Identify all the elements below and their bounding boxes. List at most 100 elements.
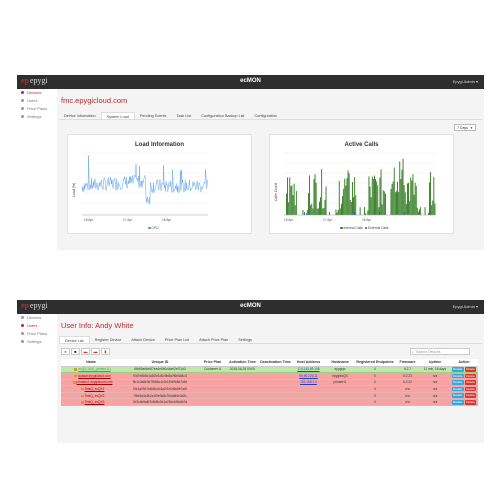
details-button[interactable]: Details bbox=[451, 393, 464, 398]
tab-configuration[interactable]: Configuration bbox=[254, 114, 278, 118]
device-name-link[interactable]: TestQ_ecQX3 bbox=[61, 398, 121, 407]
internal-calls-bar bbox=[341, 203, 342, 215]
tab-configuration-backup-list[interactable]: Configuration Backup List bbox=[201, 114, 245, 118]
delete-button[interactable]: Delete bbox=[464, 373, 477, 379]
cell-host-address[interactable] bbox=[292, 398, 325, 407]
device-name-link[interactable]: TestQ_ecQX1 bbox=[61, 385, 121, 393]
column-header-price-plan[interactable]: Price Plan bbox=[199, 359, 226, 367]
details-button[interactable]: Details bbox=[451, 373, 464, 379]
column-header-hostname[interactable]: Hostname bbox=[325, 359, 355, 367]
system-load-screen: epepygi ecMON Epygi Admin ▾ Devices User… bbox=[17, 75, 484, 250]
delete-selected-button[interactable]: ▮ bbox=[101, 348, 110, 355]
table-row[interactable]: quasar.epygicloud.com f0d7e6b5c4a3f2e1d0c… bbox=[61, 372, 478, 380]
delete-button[interactable]: Delete bbox=[464, 393, 477, 398]
epygi-logo[interactable]: epepygi bbox=[21, 76, 48, 85]
internal-calls-bar bbox=[397, 181, 398, 215]
internal-calls-bar bbox=[405, 204, 407, 215]
folder-icon bbox=[74, 374, 78, 378]
chevron-down-icon: ▼ bbox=[470, 126, 473, 130]
tab-attach-device[interactable]: Attach Device bbox=[131, 338, 155, 342]
tab-register-device[interactable]: Register Device bbox=[94, 338, 122, 342]
internal-calls-bar bbox=[319, 201, 320, 215]
sidebar-item-users[interactable]: Users bbox=[17, 97, 57, 105]
export-button[interactable]: ▬ bbox=[91, 348, 100, 355]
delete-button[interactable]: Delete bbox=[464, 400, 477, 405]
column-header-firmware[interactable]: Firmware bbox=[395, 359, 420, 367]
tab-device-list[interactable]: Device List bbox=[59, 336, 90, 343]
table-row[interactable]: ecQX-1601_private (1) f8b59ab6e6f7ea4e5b0… bbox=[61, 366, 478, 374]
column-header-host-address[interactable]: Host Address bbox=[292, 359, 325, 367]
tab-price-plan-list[interactable]: Price Plan List bbox=[164, 338, 190, 342]
column-header-activation-time[interactable]: Activation Time bbox=[226, 359, 259, 367]
internal-calls-bar bbox=[391, 184, 393, 215]
column-header-name[interactable]: Name bbox=[61, 359, 121, 367]
internal-calls-bar bbox=[365, 213, 367, 215]
epygi-logo[interactable]: epepygi bbox=[21, 301, 48, 310]
firmware-value: n/a bbox=[405, 400, 410, 405]
cell-price-plan: Customer A bbox=[199, 366, 226, 374]
details-button[interactable]: Details bbox=[451, 380, 464, 385]
folder-button[interactable]: ▬ bbox=[81, 348, 90, 355]
details-button[interactable]: Details bbox=[451, 386, 464, 392]
registered-endpoints-value: 0 bbox=[374, 393, 376, 398]
calls-x-tick: 18 Apr bbox=[362, 218, 372, 222]
sidebar-item-settings[interactable]: Settings bbox=[17, 338, 57, 346]
activation-time-value: 2018-06-26 00:00 bbox=[229, 367, 256, 372]
table-row[interactable]: TestQ_ecQX1 f3c1a09b7e6d5c4b3a2f1e0d9c8b7… bbox=[61, 385, 478, 393]
cell-host-address[interactable] bbox=[292, 392, 325, 400]
sidebar-item-label: Price Plans bbox=[27, 106, 48, 111]
cell-registered-endpoints: 0 bbox=[355, 379, 395, 387]
page-title: fmc.epygicloud.com bbox=[61, 96, 128, 105]
cell-host-address[interactable] bbox=[292, 385, 325, 393]
device-name-link[interactable]: TestQ_ecQX2 bbox=[61, 392, 121, 400]
delete-button[interactable]: Delete bbox=[464, 386, 477, 392]
table-row[interactable]: TestQ_ecQX2 7f6e5d4c3b2a1f0e9d8c7b6a5f4e3… bbox=[61, 392, 478, 400]
add-device-button[interactable]: ● bbox=[61, 348, 70, 355]
column-header-registered-endpoints[interactable]: Registered Endpoints bbox=[355, 359, 395, 367]
sidebar-item-price-plans[interactable]: Price Plans bbox=[17, 105, 57, 113]
table-row[interactable]: TestQ_ecQX3 2d3c4b5a6f7e8d9c0b1a2f3e4d5c6… bbox=[61, 398, 478, 407]
tab-task-list[interactable]: Task List bbox=[176, 114, 192, 118]
cell-host-address[interactable]: 96.90.226.11 bbox=[292, 372, 325, 380]
tab-device-information[interactable]: Device Information bbox=[64, 114, 96, 118]
search-input[interactable]: ⌕ Search Devices bbox=[410, 348, 470, 355]
cell-firmware: 6.2.23 bbox=[395, 372, 420, 380]
sidebar-item-devices[interactable]: Devices bbox=[17, 314, 57, 322]
internal-calls-bar bbox=[293, 183, 295, 215]
sidebar-item-price-plans[interactable]: Price Plans bbox=[17, 330, 57, 338]
account-menu[interactable]: Epygi Admin ▾ bbox=[452, 304, 478, 309]
sidebar-item-devices[interactable]: Devices bbox=[17, 89, 57, 97]
internal-calls-bar bbox=[355, 195, 357, 215]
device-name-link[interactable]: private11.epygicloud.com bbox=[61, 379, 121, 387]
unique-id-value: f8b59ab6e6f7ea4e5b0c4bef2e7f1d3 bbox=[134, 367, 186, 372]
delete-button[interactable]: Delete bbox=[464, 380, 477, 385]
table-row[interactable]: private11.epygicloud.com 9b1c0a8e3d7f6b5a… bbox=[61, 379, 478, 387]
column-header-uptime[interactable]: Uptime bbox=[420, 359, 450, 367]
cell-host-address[interactable]: 192.168.1.4 bbox=[292, 379, 325, 387]
stop-button[interactable]: ■ bbox=[71, 348, 80, 355]
internal-calls-bar bbox=[377, 185, 379, 215]
details-button[interactable]: Details bbox=[451, 367, 464, 372]
sidebar-item-settings[interactable]: Settings bbox=[17, 113, 57, 121]
device-name-link[interactable]: ecQX-1601_private (1) bbox=[61, 366, 121, 374]
details-button[interactable]: Details bbox=[451, 400, 464, 405]
column-header-deactivation-time[interactable]: Deactivation Time bbox=[259, 359, 292, 367]
device-name-link[interactable]: quasar.epygicloud.com bbox=[61, 372, 121, 380]
sidebar-item-users[interactable]: Users bbox=[17, 322, 57, 330]
account-menu[interactable]: Epygi Admin ▾ bbox=[452, 79, 478, 84]
users-icon bbox=[21, 324, 24, 328]
uptime-value: 11 min, 16 days bbox=[423, 367, 447, 372]
internal-calls-bar bbox=[294, 205, 296, 215]
tab-attach-price-plan[interactable]: Attach Price Plan bbox=[199, 338, 229, 342]
range-select[interactable]: 7 Days ▼ bbox=[454, 124, 476, 131]
delete-button[interactable]: Delete bbox=[464, 367, 477, 372]
tab-system-load[interactable]: System Load bbox=[100, 112, 135, 119]
load-x-tick: 16 Apr bbox=[84, 218, 94, 222]
page-title: User Info: Andy White bbox=[61, 321, 134, 330]
cell-unique-id: 7f6e5d4c3b2a1f0e9d8c7b6a5f4e3d2c bbox=[121, 392, 199, 400]
cell-host-address[interactable]: 174.143.89.108 bbox=[292, 366, 325, 374]
add-icon: ● bbox=[64, 349, 67, 354]
tab-pending-events[interactable]: Pending Events bbox=[139, 114, 167, 118]
column-header-unique-id[interactable]: Unique ID bbox=[121, 359, 199, 367]
tab-settings[interactable]: Settings bbox=[238, 338, 252, 342]
